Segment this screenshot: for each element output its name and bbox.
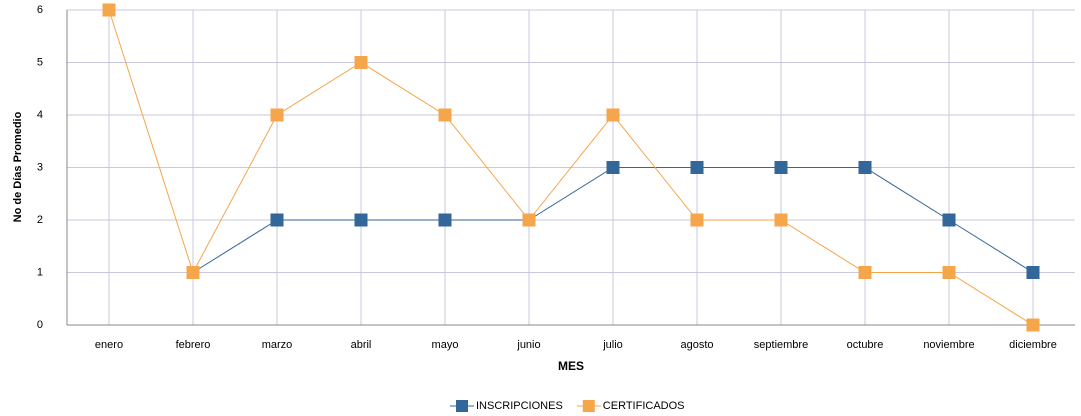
marker <box>354 56 368 69</box>
marker <box>1026 266 1040 279</box>
y-axis-label: No de Días Promedio <box>12 111 24 222</box>
marker <box>942 266 956 279</box>
marker <box>858 161 872 174</box>
legend-label: CERTIFICADOS <box>603 400 685 412</box>
x-tick-label: septiembre <box>754 339 808 351</box>
series-line <box>108 9 1034 326</box>
x-tick-label: mayo <box>432 339 459 351</box>
marker <box>270 108 284 122</box>
marker <box>774 161 788 174</box>
x-tick-label: diciembre <box>1009 339 1057 351</box>
marker <box>606 108 620 122</box>
x-tick-label: marzo <box>262 339 293 351</box>
x-tick-label: julio <box>602 339 623 351</box>
legend-marker <box>582 400 595 412</box>
marker <box>438 213 452 227</box>
x-tick-label: octubre <box>847 339 884 351</box>
legend-label: INSCRIPCIONES <box>476 400 563 412</box>
marker <box>1026 318 1040 332</box>
x-tick-label: febrero <box>176 339 211 351</box>
y-tick-label: 6 <box>37 4 43 16</box>
marker <box>354 213 368 227</box>
marker <box>270 213 284 227</box>
x-tick-label: enero <box>95 339 123 351</box>
marker <box>942 213 956 227</box>
marker <box>102 3 116 17</box>
x-tick-label: noviembre <box>923 339 974 351</box>
marker <box>438 108 452 122</box>
y-tick-label: 4 <box>37 109 43 121</box>
x-tick-label: junio <box>516 339 540 351</box>
marker <box>606 161 620 174</box>
marker <box>858 266 872 279</box>
x-axis-label: MES <box>558 359 584 373</box>
y-tick-label: 2 <box>37 214 43 226</box>
marker <box>774 213 788 227</box>
x-tick-label: abril <box>351 339 372 351</box>
marker <box>186 266 200 279</box>
y-tick-label: 3 <box>37 161 43 173</box>
legend-marker <box>456 400 468 412</box>
x-tick-label: agosto <box>680 339 713 351</box>
marker <box>522 213 536 227</box>
y-tick-label: 5 <box>37 56 43 68</box>
y-tick-label: 1 <box>37 266 43 278</box>
marker <box>690 161 704 174</box>
y-tick-label: 0 <box>37 319 43 331</box>
marker <box>690 213 704 227</box>
